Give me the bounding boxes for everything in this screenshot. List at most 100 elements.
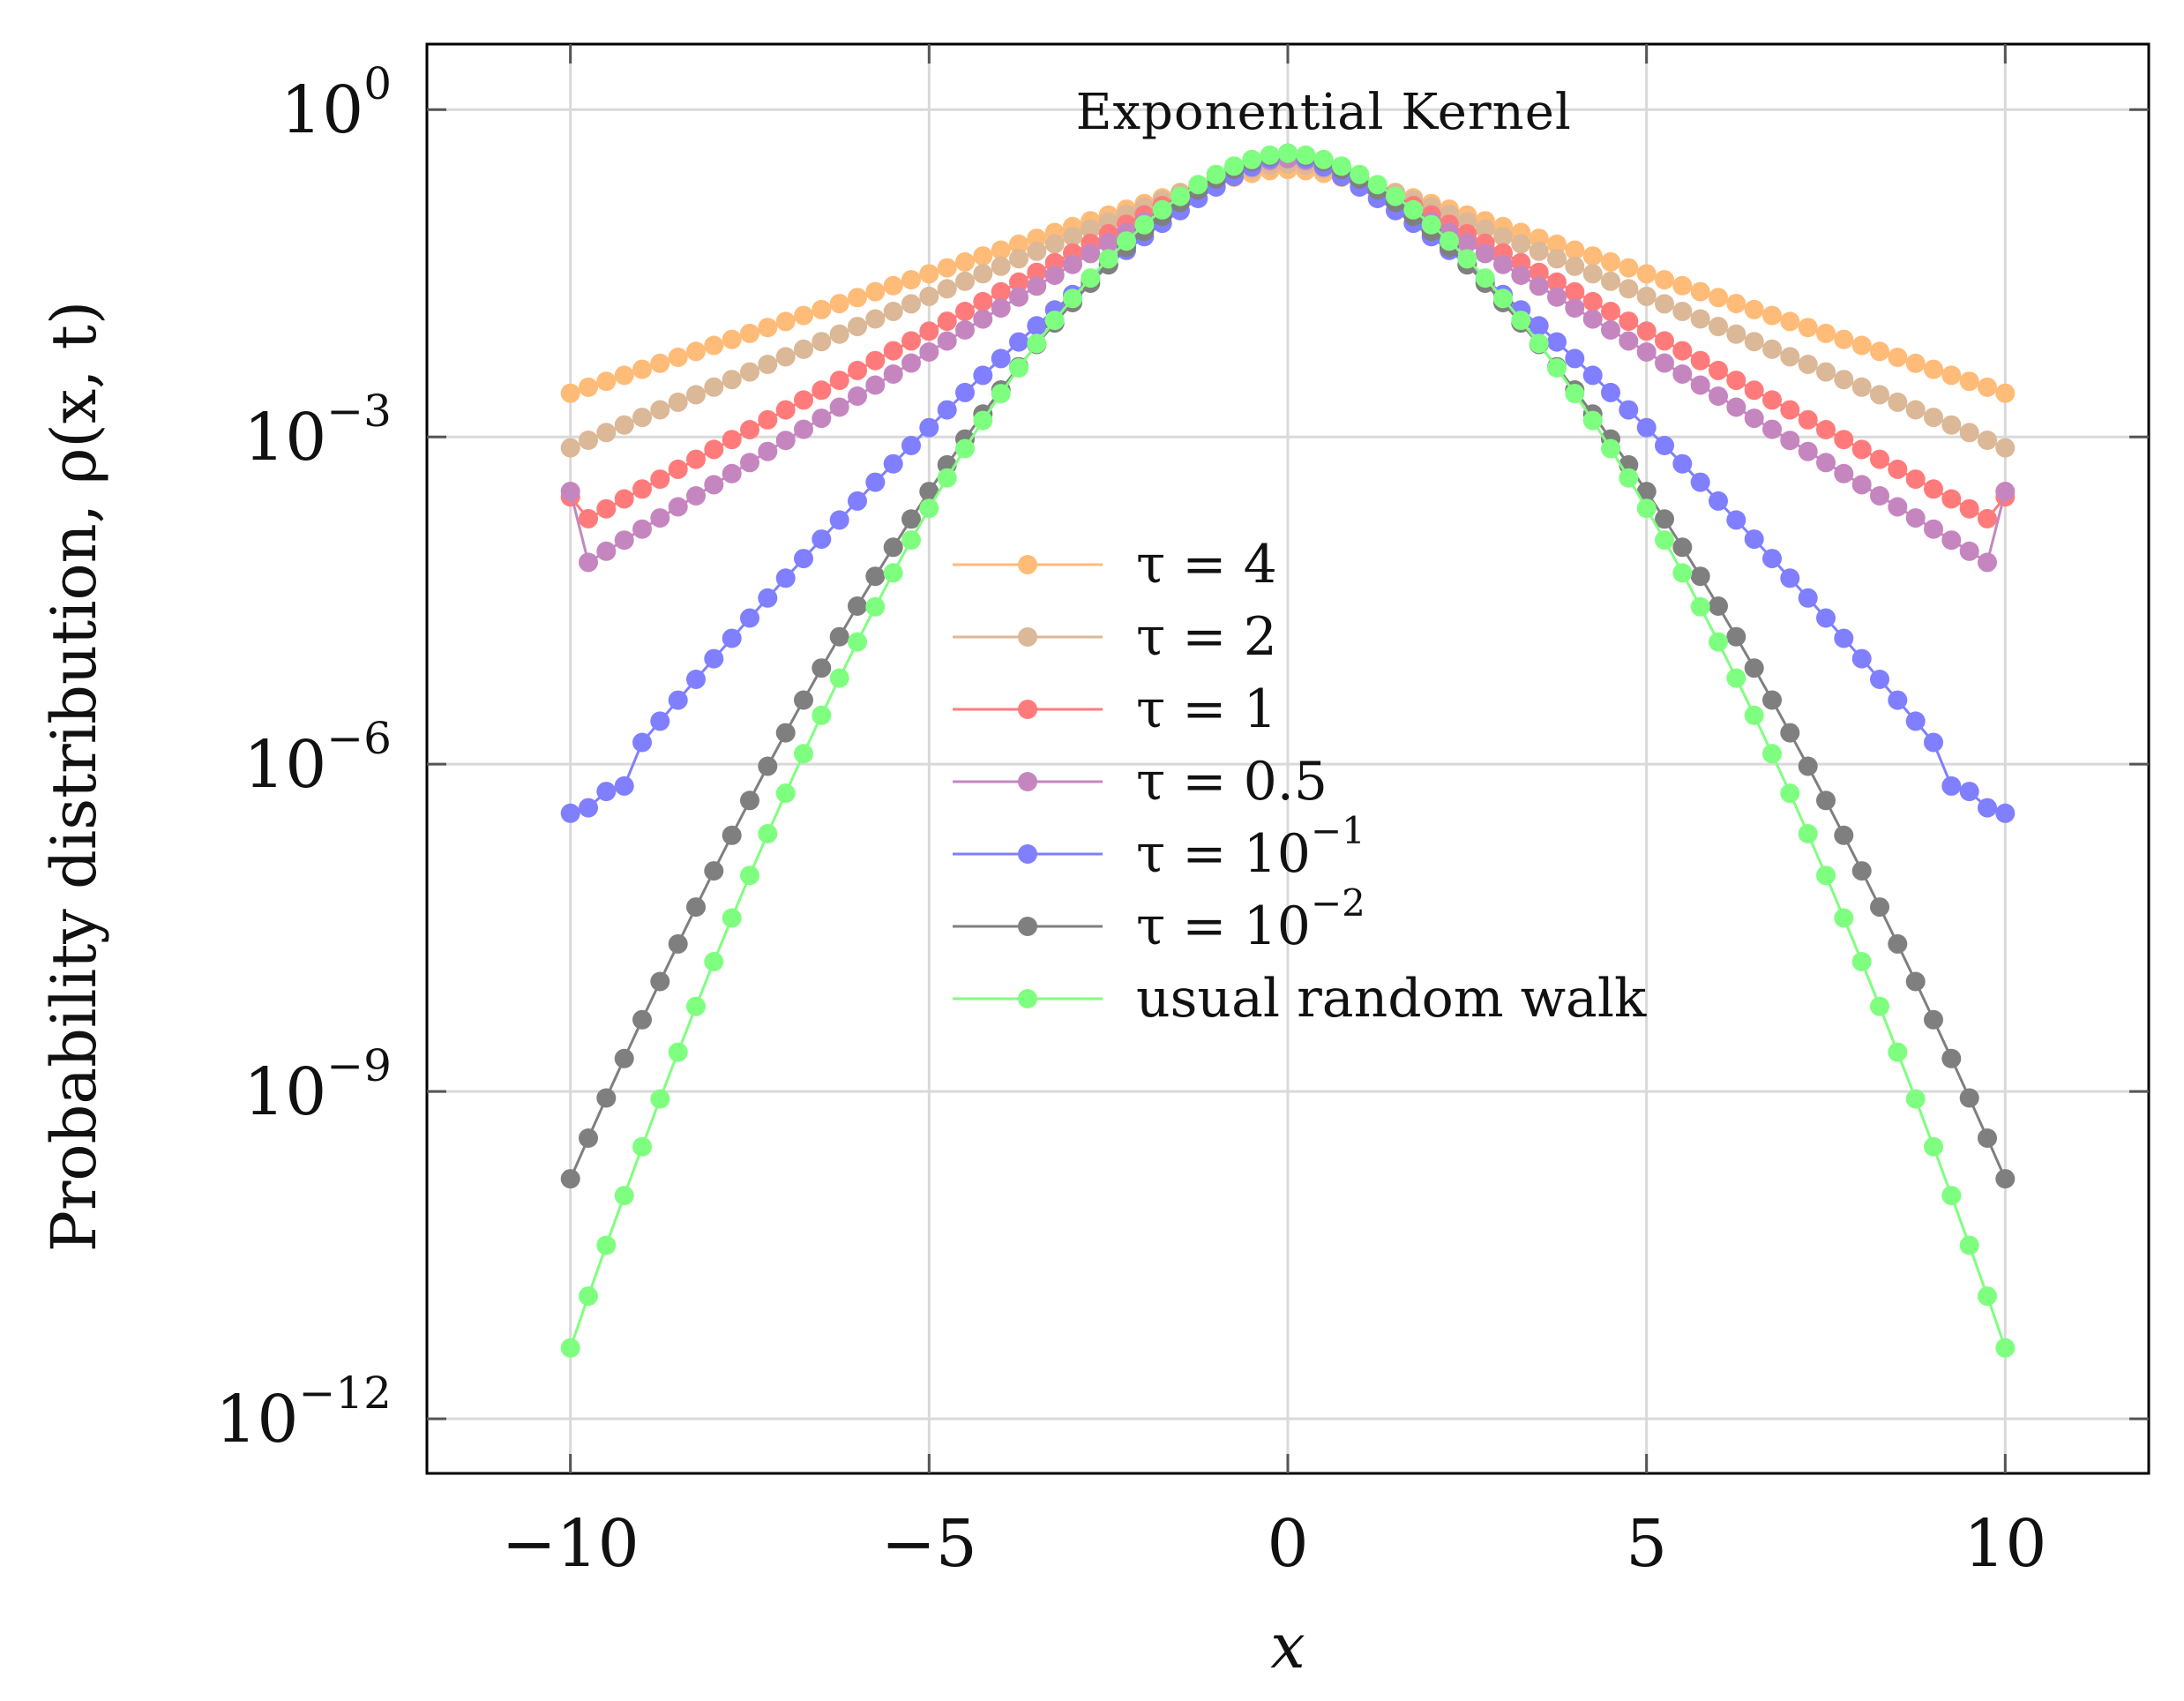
data-point [1709,317,1728,337]
data-point [794,690,813,710]
data-point [614,776,634,796]
data-point [1260,145,1280,165]
data-point [1547,272,1567,292]
data-point [1870,670,1889,689]
data-point [775,400,796,420]
data-point [1601,438,1620,459]
data-point [1834,825,1854,845]
data-point [632,408,652,428]
data-point [1744,299,1764,319]
y-tick-label: 10−6 [243,713,392,803]
data-point [1744,529,1764,550]
data-point [848,386,867,406]
y-tick-label: 10−3 [243,386,392,476]
data-point [1762,690,1782,710]
data-point [1690,375,1710,395]
data-point [1762,549,1782,569]
legend-label: τ = 1 [1136,678,1277,740]
data-point [829,294,849,314]
legend-entry: τ = 0.5 [953,751,1328,813]
data-point [1726,668,1746,688]
data-point [1565,281,1585,302]
data-point [775,783,796,804]
data-point [668,690,688,710]
data-point [1798,409,1818,430]
data-point [1798,355,1818,374]
data-point [579,431,598,450]
data-point [1726,294,1746,314]
data-point [865,281,886,302]
data-point [1726,397,1746,417]
data-point [1529,241,1549,261]
data-point [1619,400,1639,420]
data-point [1978,798,1997,818]
data-point [1367,175,1387,195]
legend-entry: τ = 1 [953,678,1277,740]
data-point [901,509,921,529]
data-point [1636,482,1657,502]
data-point [775,723,796,743]
data-point [560,383,580,403]
data-point [1009,234,1028,254]
data-point [1798,588,1818,608]
data-point [1188,175,1208,195]
data-point [1582,291,1603,311]
data-point [1278,143,1298,163]
data-point [1744,408,1764,429]
data-point [1547,332,1567,352]
data-point [560,482,580,501]
data-point [1690,309,1710,329]
data-point [955,438,975,459]
data-point [973,410,993,431]
data-point [704,475,724,495]
data-point [614,489,634,509]
data-point [1457,249,1477,269]
data-point [1582,264,1603,284]
data-point [1762,390,1782,410]
data-point [1044,311,1065,331]
data-point [955,271,975,291]
data-point [758,318,778,338]
data-point [919,417,939,438]
data-point [686,449,706,469]
data-point [1081,268,1101,288]
data-point [579,552,598,573]
data-point [1762,339,1782,359]
data-point [1081,244,1101,264]
data-point [1905,971,1926,992]
data-point [650,469,670,490]
x-tick-label: 5 [1626,1506,1667,1582]
data-point [1690,472,1710,492]
data-point [901,270,921,290]
chart-title: Exponential Kernel [1076,84,1572,141]
data-point [1851,952,1872,971]
data-point [1601,382,1620,402]
data-point [883,563,903,583]
data-point [1063,288,1082,309]
data-point [1995,482,2016,501]
data-point [848,596,867,616]
data-point [1206,164,1226,184]
data-point [1941,776,1962,796]
data-point [1582,309,1603,329]
data-point [740,865,759,886]
data-point [1744,380,1764,401]
data-point [775,568,796,588]
data-point [1905,469,1926,490]
data-point [1798,824,1818,843]
data-point [1547,287,1567,307]
data-point [794,549,813,569]
data-point [973,309,993,329]
data-point [758,355,778,374]
data-point [1851,861,1872,881]
data-point [758,409,778,430]
data-point [722,825,742,845]
data-point [1888,392,1908,412]
data-point [579,1286,598,1307]
data-point [1959,541,1979,561]
data-point [1959,782,1979,802]
data-point [1870,897,1889,918]
data-point [704,952,724,971]
data-point [883,302,903,321]
data-point [1672,275,1693,296]
